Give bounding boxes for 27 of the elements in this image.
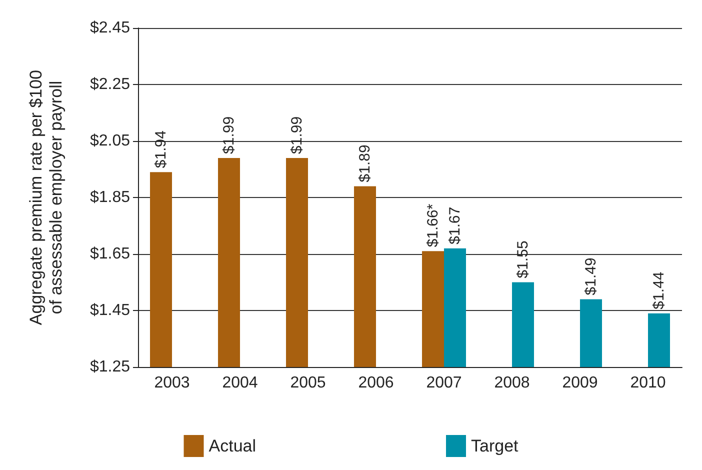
x-tick-label: 2004	[222, 374, 258, 392]
data-label: $1.99	[288, 116, 306, 154]
data-label: $1.66*	[424, 204, 442, 248]
y-tick-label: $1.25	[90, 358, 130, 376]
data-label: $1.55	[514, 240, 532, 278]
y-tick-label: $2.25	[90, 76, 130, 93]
x-tick-label: 2006	[358, 374, 394, 392]
y-tick-label: $2.05	[90, 132, 130, 150]
data-label: $1.89	[356, 144, 374, 182]
legend-label: Actual	[208, 436, 256, 456]
y-tick-label: $1.65	[90, 246, 130, 262]
data-label: $1.67	[446, 206, 464, 244]
x-tick-label: 2009	[562, 374, 598, 392]
x-tick-label: 2010	[630, 374, 666, 392]
x-tick-label: 2005	[290, 374, 326, 392]
y-tick-label: $1.45	[90, 302, 130, 319]
legend-label: Target	[471, 436, 519, 456]
x-tick-label: 2007	[426, 374, 462, 392]
y-tick-label: $2.45	[90, 20, 130, 36]
y-tick-label: $1.85	[90, 189, 130, 206]
data-label: $1.44	[650, 272, 668, 310]
data-label: $1.99	[220, 116, 238, 154]
x-tick-label: 2008	[494, 374, 530, 392]
x-tick-label: 2003	[154, 374, 190, 392]
data-label: $1.49	[582, 258, 600, 296]
data-label: $1.94	[152, 130, 170, 168]
y-axis-title: Aggregate premium rate per $100 of assessable employer payroll	[26, 70, 66, 326]
